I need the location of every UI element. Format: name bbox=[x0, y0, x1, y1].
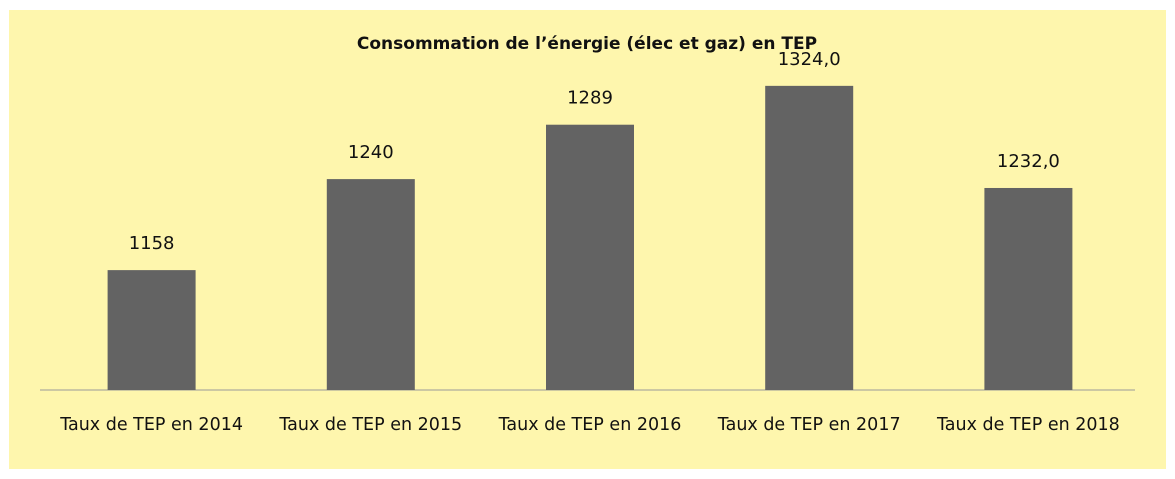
bar bbox=[765, 85, 854, 391]
bar bbox=[984, 187, 1073, 390]
x-tick-label: Taux de TEP en 2017 bbox=[717, 415, 901, 435]
x-tick-label: Taux de TEP en 2014 bbox=[59, 415, 243, 435]
bar bbox=[546, 124, 634, 391]
data-label: 1158 bbox=[129, 233, 175, 254]
data-label: 1289 bbox=[567, 88, 613, 109]
data-label: 1324,0 bbox=[778, 49, 841, 70]
x-tick-label: Taux de TEP en 2016 bbox=[498, 415, 682, 435]
bar bbox=[107, 270, 196, 390]
data-label: 1232,0 bbox=[997, 151, 1060, 172]
x-tick-label: Taux de TEP en 2018 bbox=[936, 415, 1120, 435]
chart-title: Consommation de l’énergie (élec et gaz) … bbox=[357, 34, 817, 54]
x-tick-label: Taux de TEP en 2015 bbox=[278, 415, 462, 435]
data-label: 1240 bbox=[348, 142, 394, 163]
bar bbox=[326, 179, 415, 390]
